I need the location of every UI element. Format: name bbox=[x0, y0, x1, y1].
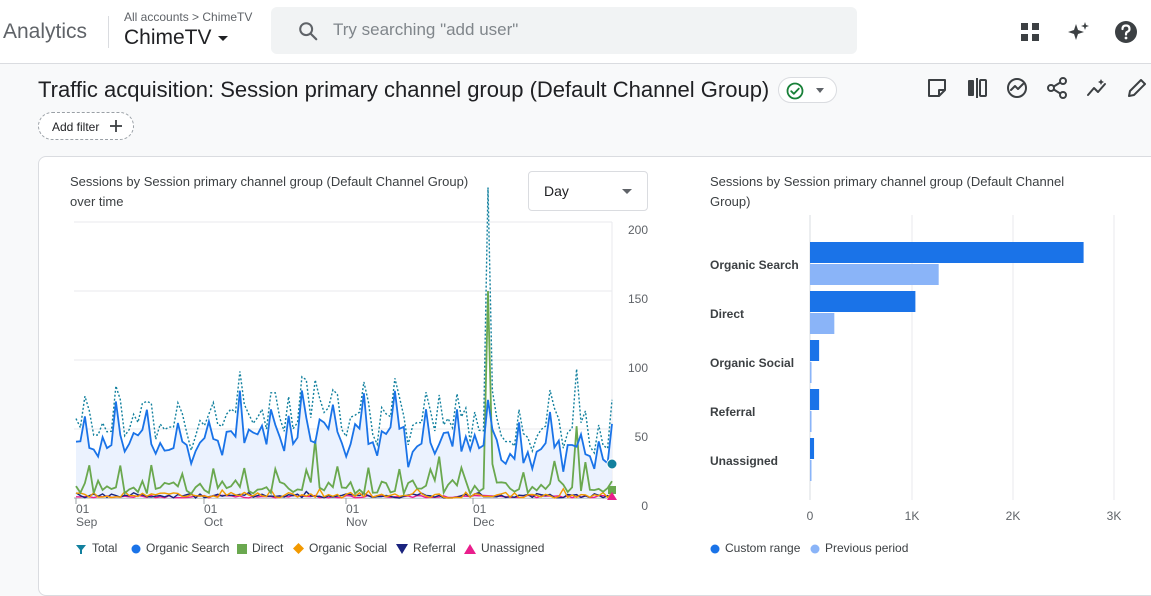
line-chart-title: Sessions by Session primary channel grou… bbox=[70, 172, 468, 212]
add-filter-button[interactable]: Add filter bbox=[38, 112, 134, 140]
property-selector[interactable]: ChimeTV bbox=[124, 26, 228, 50]
trend-sparkle-icon[interactable] bbox=[1086, 77, 1108, 99]
sparkle-insights-icon[interactable] bbox=[1066, 20, 1090, 44]
legend-unassigned[interactable]: Unassigned bbox=[464, 541, 544, 555]
bar-chart-title: Sessions by Session primary channel grou… bbox=[710, 172, 1064, 212]
line-chart-title-line2: over time bbox=[70, 194, 124, 209]
granularity-value: Day bbox=[544, 183, 569, 199]
share-icon[interactable] bbox=[1046, 77, 1068, 99]
compare-icon[interactable] bbox=[966, 77, 988, 99]
property-name: ChimeTV bbox=[124, 26, 212, 49]
legend-custom-range[interactable]: Custom range bbox=[710, 541, 800, 555]
line-chart-title-line1: Sessions by Session primary channel grou… bbox=[70, 174, 469, 189]
legend-label: Referral bbox=[413, 541, 456, 555]
chevron-down-icon bbox=[816, 88, 824, 93]
legend-label: Unassigned bbox=[481, 541, 545, 555]
legend-total[interactable]: Total bbox=[75, 541, 117, 555]
chevron-down-icon bbox=[217, 35, 228, 41]
help-icon[interactable] bbox=[1114, 20, 1138, 44]
plus-icon bbox=[110, 120, 122, 132]
triangle-up-marker-icon bbox=[464, 543, 476, 554]
legend-referral[interactable]: Referral bbox=[396, 541, 456, 555]
top-app-bar: Analytics All accounts > ChimeTV ChimeTV bbox=[0, 0, 1151, 64]
search-icon bbox=[299, 22, 318, 41]
analytics-brand[interactable]: Analytics bbox=[3, 20, 88, 43]
apps-grid-icon[interactable] bbox=[1018, 20, 1042, 44]
chevron-down-icon bbox=[622, 189, 632, 194]
circle-marker-icon bbox=[710, 544, 720, 554]
circle-marker-icon bbox=[131, 544, 141, 554]
legend-label: Custom range bbox=[725, 541, 801, 555]
diamond-marker-icon bbox=[293, 543, 304, 555]
legend-organic-social[interactable]: Organic Social bbox=[293, 541, 387, 555]
legend-previous-period[interactable]: Previous period bbox=[810, 541, 908, 555]
granularity-dropdown[interactable]: Day bbox=[528, 171, 648, 211]
search-bar[interactable] bbox=[271, 7, 857, 54]
breadcrumb[interactable]: All accounts > ChimeTV bbox=[124, 10, 253, 24]
legend-direct[interactable]: Direct bbox=[237, 541, 283, 555]
check-circle-icon bbox=[786, 82, 804, 100]
legend-organic-search[interactable]: Organic Search bbox=[131, 541, 229, 555]
legend-label: Direct bbox=[252, 541, 284, 555]
edit-pencil-icon[interactable] bbox=[1126, 77, 1148, 99]
add-filter-label: Add filter bbox=[52, 120, 100, 134]
insights-chart-icon[interactable] bbox=[1006, 77, 1028, 99]
page-title: Traffic acquisition: Session primary cha… bbox=[38, 77, 770, 102]
notes-icon[interactable] bbox=[926, 77, 948, 99]
legend-label: Organic Social bbox=[309, 541, 388, 555]
bar-chart-title-line1: Sessions by Session primary channel grou… bbox=[710, 174, 1065, 189]
search-input[interactable] bbox=[333, 19, 833, 41]
bar-chart-title-line2: Group) bbox=[710, 194, 751, 209]
report-status-chip[interactable] bbox=[778, 77, 837, 103]
legend-label: Organic Search bbox=[146, 541, 230, 555]
circle-marker-icon bbox=[810, 544, 820, 554]
charts-card bbox=[38, 156, 1151, 596]
total-marker-icon bbox=[76, 544, 86, 554]
legend-label: Previous period bbox=[825, 541, 909, 555]
header-divider bbox=[108, 16, 109, 48]
triangle-down-marker-icon bbox=[396, 543, 408, 554]
square-marker-icon bbox=[237, 543, 247, 554]
legend-label: Total bbox=[92, 541, 118, 555]
